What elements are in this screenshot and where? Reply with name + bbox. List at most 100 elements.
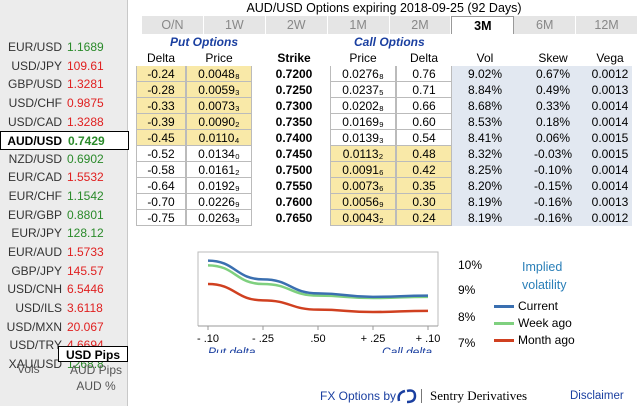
call-delta-cell: 0.48	[396, 146, 452, 162]
disclaimer-link[interactable]: Disclaimer	[570, 390, 624, 402]
skew-cell: 0.33%	[518, 98, 588, 114]
chart-title-text: Implied volatility	[522, 260, 567, 292]
currency-pair-gbp-jpy[interactable]: GBP/JPY 145.57	[0, 262, 128, 281]
strike-cell: 0.7200	[275, 67, 313, 81]
pair-name: EUR/CAD	[7, 170, 62, 185]
put-delta-cell: -0.28	[136, 82, 186, 98]
put-price-cell: 0.0059₃	[186, 82, 252, 98]
call-options-header: Call Options	[354, 35, 425, 49]
put-price-cell: 0.0263₉	[186, 210, 252, 226]
call-price-cell: 0.0276₈	[330, 66, 396, 82]
currency-pair-aud-usd[interactable]: AUD/USD 0.7429	[0, 131, 129, 150]
table-row: -0.33 0.0073₃ 0.7300 0.0202₈ 0.66 8.68% 0.33% 0…	[136, 98, 632, 114]
vega-cell: 0.0013	[588, 82, 632, 98]
currency-pair-usd-mxn[interactable]: USD/MXN 20.067	[0, 318, 128, 337]
call-price-cell: 0.0139₃	[330, 130, 396, 146]
x-tick-label: - .10	[197, 333, 219, 345]
currency-pair-eur-jpy[interactable]: EUR/JPY 128.12	[0, 224, 128, 243]
put-price-cell: 0.0090₂	[186, 114, 252, 130]
pair-name: EUR/AUD	[7, 245, 62, 260]
put-delta-cell: -0.75	[136, 210, 186, 226]
series-line-current	[207, 259, 429, 299]
currency-pair-eur-gbp[interactable]: EUR/GBP 0.8801	[0, 206, 128, 225]
volatility-chart-svg: - .10 - .25 .50 + .25 + .10 Put delta Call del…	[197, 251, 440, 353]
strike-cell: 0.7450	[275, 147, 313, 161]
grid-header-row: Delta Price Strike Price Delta Vol Skew …	[136, 50, 632, 66]
footer: FX Options by Sentry Derivatives Disclai…	[320, 386, 638, 406]
vega-cell: 0.0015	[588, 130, 632, 146]
call-delta-cell: 0.30	[396, 194, 452, 210]
skew-cell: 0.18%	[518, 114, 588, 130]
skew-cell: 0.49%	[518, 82, 588, 98]
tab-6m[interactable]: 6M	[514, 16, 577, 34]
put-delta-cell: -0.45	[136, 130, 186, 146]
legend-label: Month ago	[518, 333, 575, 347]
vega-cell: 0.0014	[588, 162, 632, 178]
col-header-put-delta: Delta	[146, 51, 175, 65]
col-header-call-price: Price	[349, 51, 377, 65]
pair-name: XAU/USD	[8, 356, 62, 371]
call-delta-cell: 0.54	[396, 130, 452, 146]
call-price-cell: 0.0043₂	[330, 210, 396, 226]
vol-cell: 8.53%	[452, 114, 518, 130]
vol-unit-aud-pips[interactable]: AUD Pips	[69, 363, 122, 377]
skew-cell: 0.67%	[518, 66, 588, 82]
currency-pair-nzd-usd[interactable]: NZD/USD 0.6902	[0, 150, 128, 169]
tab-3m[interactable]: 3M	[451, 16, 515, 34]
tab-1m[interactable]: 1M	[327, 16, 390, 34]
vol-cell: 8.19%	[452, 210, 518, 226]
strike-cell: 0.7500	[275, 163, 313, 177]
call-price-cell: 0.0237₅	[330, 82, 396, 98]
y-tick-label: 10%	[458, 258, 483, 272]
strike-cell: 0.7350	[275, 115, 313, 129]
vol-unit-usd-pips[interactable]: USD Pips	[58, 346, 128, 362]
currency-pair-usd-cad[interactable]: USD/CAD 1.3288	[0, 113, 128, 132]
pair-name: EUR/CHF	[8, 189, 62, 204]
legend-swatch	[494, 305, 514, 309]
currency-pair-usd-jpy[interactable]: USD/JPY 109.61	[0, 57, 128, 76]
pair-name: USD/CAD	[7, 114, 62, 129]
legend-swatch	[494, 339, 514, 343]
put-price-cell: 0.0048₈	[186, 66, 252, 82]
skew-cell: -0.16%	[518, 194, 588, 210]
call-delta-cell: 0.24	[396, 210, 452, 226]
expiry-tabs: O/N 1W 2W 1M 2M 3M 6M 12M	[142, 16, 638, 34]
y-tick-label: 9%	[458, 283, 476, 297]
currency-pair-list: EUR/USD 1.1689 USD/JPY 109.61 GBP/USD 1.3281 U…	[0, 38, 129, 374]
tab-2w[interactable]: 2W	[265, 16, 328, 34]
currency-pair-usd-chf[interactable]: USD/CHF 0.9875	[0, 94, 128, 113]
pair-name: USD/MXN	[6, 319, 62, 334]
vega-cell: 0.0013	[588, 194, 632, 210]
call-price-cell: 0.0073₆	[330, 178, 396, 194]
currency-pair-eur-usd[interactable]: EUR/USD 1.1689	[0, 38, 128, 57]
currency-pair-gbp-usd[interactable]: GBP/USD 1.3281	[0, 75, 128, 94]
tab-2m[interactable]: 2M	[389, 16, 452, 34]
put-delta-cell: -0.39	[136, 114, 186, 130]
table-row: -0.58 0.0161₂ 0.7500 0.0091₆ 0.42 8.25% -0.10%…	[136, 162, 632, 178]
pair-name: USD/CNH	[7, 282, 62, 297]
currency-pair-eur-chf[interactable]: EUR/CHF 1.1542	[0, 187, 128, 206]
put-price-cell: 0.0161₂	[186, 162, 252, 178]
call-delta-cell: 0.42	[396, 162, 452, 178]
col-header-call-delta: Delta	[409, 51, 438, 65]
skew-cell: -0.10%	[518, 162, 588, 178]
tab-on[interactable]: O/N	[142, 16, 204, 34]
call-price-cell: 0.0169₉	[330, 114, 396, 130]
tab-12m[interactable]: 12M	[576, 16, 638, 34]
y-tick-label: 8%	[458, 310, 476, 324]
vol-unit-aud-percent[interactable]: AUD %	[76, 379, 116, 393]
legend-item-current: Current	[494, 298, 575, 315]
skew-cell: 0.06%	[518, 130, 588, 146]
options-grid: Delta Price Strike Price Delta Vol Skew …	[136, 50, 632, 226]
pair-rate: 6.5446	[67, 282, 104, 297]
strike-cell: 0.7600	[275, 195, 313, 209]
vol-cell: 8.19%	[452, 194, 518, 210]
tab-1w[interactable]: 1W	[203, 16, 266, 34]
col-header-put-price: Price	[205, 51, 233, 65]
currency-pair-usd-ils[interactable]: USD/ILS 3.6118	[0, 299, 128, 318]
put-price-cell: 0.0226₉	[186, 194, 252, 210]
currency-pair-usd-cnh[interactable]: USD/CNH 6.5446	[0, 280, 128, 299]
currency-pair-eur-cad[interactable]: EUR/CAD 1.5532	[0, 168, 128, 187]
currency-pair-eur-aud[interactable]: EUR/AUD 1.5733	[0, 243, 128, 262]
strike-cell: 0.7650	[275, 211, 313, 225]
